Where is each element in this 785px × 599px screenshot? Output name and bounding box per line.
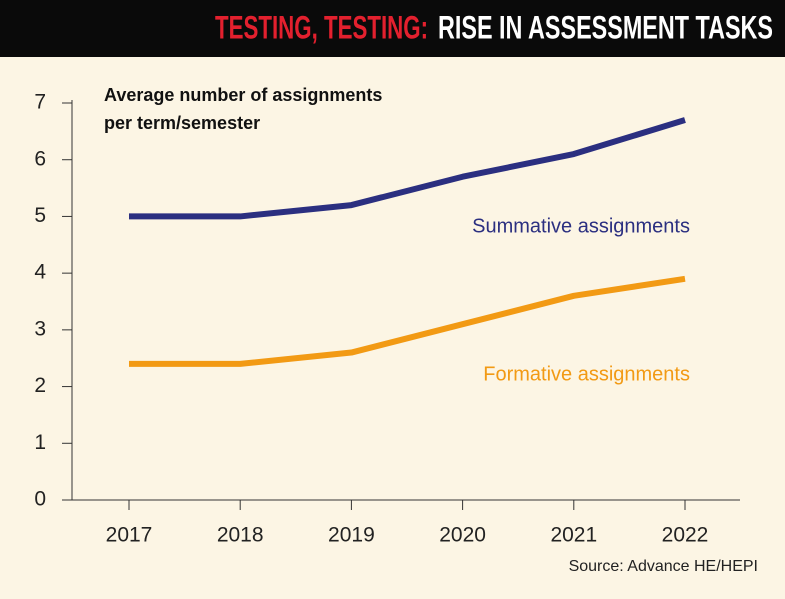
y-axis-label: per term/semester xyxy=(104,113,260,133)
y-tick-label: 3 xyxy=(34,317,46,340)
series-label: Formative assignments xyxy=(483,363,690,385)
y-axis-label: Average number of assignments xyxy=(104,85,382,105)
x-tick-label: 2017 xyxy=(106,524,153,547)
y-tick-label: 4 xyxy=(34,261,46,284)
y-tick-label: 5 xyxy=(34,204,46,227)
y-tick-label: 7 xyxy=(34,91,46,114)
y-tick-label: 1 xyxy=(34,431,46,454)
x-tick-label: 2019 xyxy=(328,524,375,547)
y-tick-label: 0 xyxy=(34,488,46,511)
x-tick-label: 2022 xyxy=(662,524,709,547)
x-tick-label: 2020 xyxy=(439,524,486,547)
series-label: Summative assignments xyxy=(472,215,690,237)
series-line xyxy=(129,117,686,220)
y-tick-label: 6 xyxy=(34,147,46,170)
title-prefix: TESTING, TESTING: xyxy=(215,9,428,45)
header-bar xyxy=(0,0,785,57)
source: Source: Advance HE/HEPI xyxy=(569,558,758,575)
x-tick-label: 2021 xyxy=(550,524,597,547)
y-tick-label: 2 xyxy=(34,374,46,397)
series-line xyxy=(129,275,686,367)
chart-title: RISE IN ASSESSMENT TASKS xyxy=(438,9,773,45)
x-tick-label: 2018 xyxy=(217,524,264,547)
